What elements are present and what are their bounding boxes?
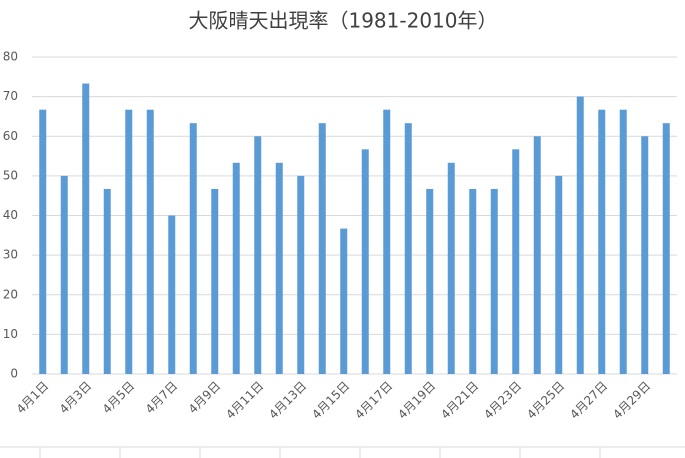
bar (598, 109, 606, 375)
bar (254, 136, 262, 374)
bar (447, 162, 455, 374)
bar (404, 123, 412, 374)
bar (189, 123, 197, 374)
bar (168, 215, 176, 374)
y-tick-label: 70 (3, 89, 18, 103)
bar (340, 228, 348, 374)
bar (146, 109, 154, 375)
y-tick-label: 40 (3, 208, 18, 222)
bar (275, 162, 283, 374)
bar (39, 109, 47, 375)
bar (232, 162, 240, 374)
bar (426, 188, 434, 374)
y-tick-label: 60 (3, 129, 18, 143)
bar (82, 83, 90, 374)
bar (469, 188, 477, 374)
bar (60, 175, 68, 374)
bar (576, 96, 584, 374)
bar (318, 123, 326, 374)
bar (490, 188, 498, 374)
bar (641, 136, 649, 374)
bar (297, 175, 305, 374)
bar (103, 188, 111, 374)
bar (361, 149, 369, 374)
bar (125, 109, 133, 375)
y-tick-label: 20 (3, 287, 18, 301)
bar (555, 175, 563, 374)
bar (533, 136, 541, 374)
bar (619, 109, 627, 375)
bar (383, 109, 391, 375)
bar (662, 123, 670, 374)
bar (211, 188, 219, 374)
y-tick-label: 10 (3, 327, 18, 341)
y-tick-label: 0 (10, 367, 18, 381)
y-tick-label: 80 (3, 50, 18, 64)
bar (512, 149, 520, 374)
chart-title: 大阪晴天出現率（1981-2010年） (188, 9, 497, 33)
y-tick-label: 50 (3, 168, 18, 182)
y-tick-label: 30 (3, 248, 18, 262)
